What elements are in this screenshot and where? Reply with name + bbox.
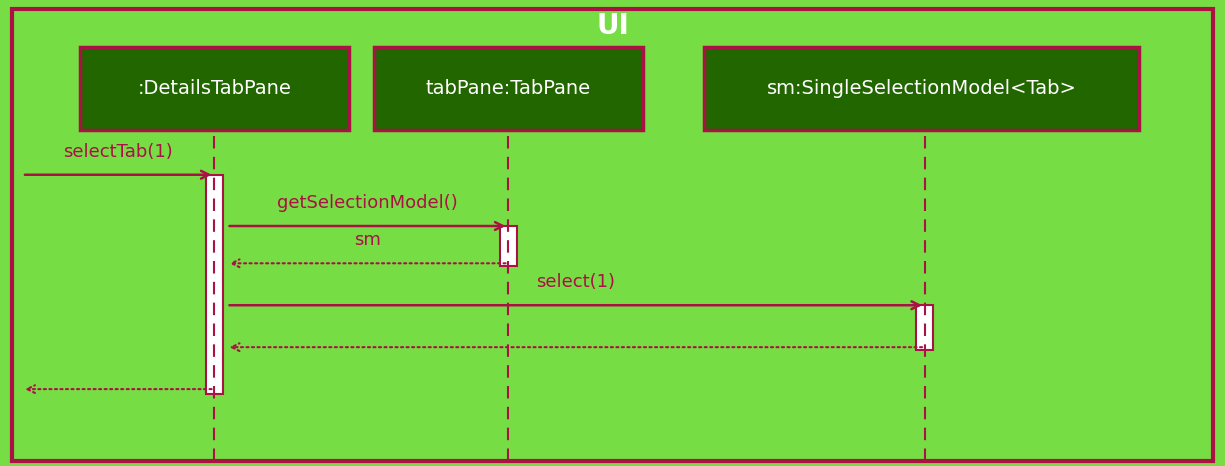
Text: sm:SingleSelectionModel<Tab>: sm:SingleSelectionModel<Tab> — [767, 79, 1077, 98]
Bar — [374, 47, 643, 130]
Bar — [704, 47, 1139, 130]
Text: UI: UI — [597, 12, 628, 40]
Bar — [500, 226, 517, 266]
Text: getSelectionModel(): getSelectionModel() — [277, 194, 458, 212]
Text: select(1): select(1) — [537, 273, 615, 291]
Text: :DetailsTabPane: :DetailsTabPane — [137, 79, 292, 98]
Text: selectTab(1): selectTab(1) — [64, 143, 173, 161]
Bar — [80, 47, 349, 130]
Bar — [206, 175, 223, 394]
Text: tabPane:TabPane: tabPane:TabPane — [426, 79, 590, 98]
Bar — [916, 305, 933, 350]
Text: sm: sm — [354, 231, 381, 249]
